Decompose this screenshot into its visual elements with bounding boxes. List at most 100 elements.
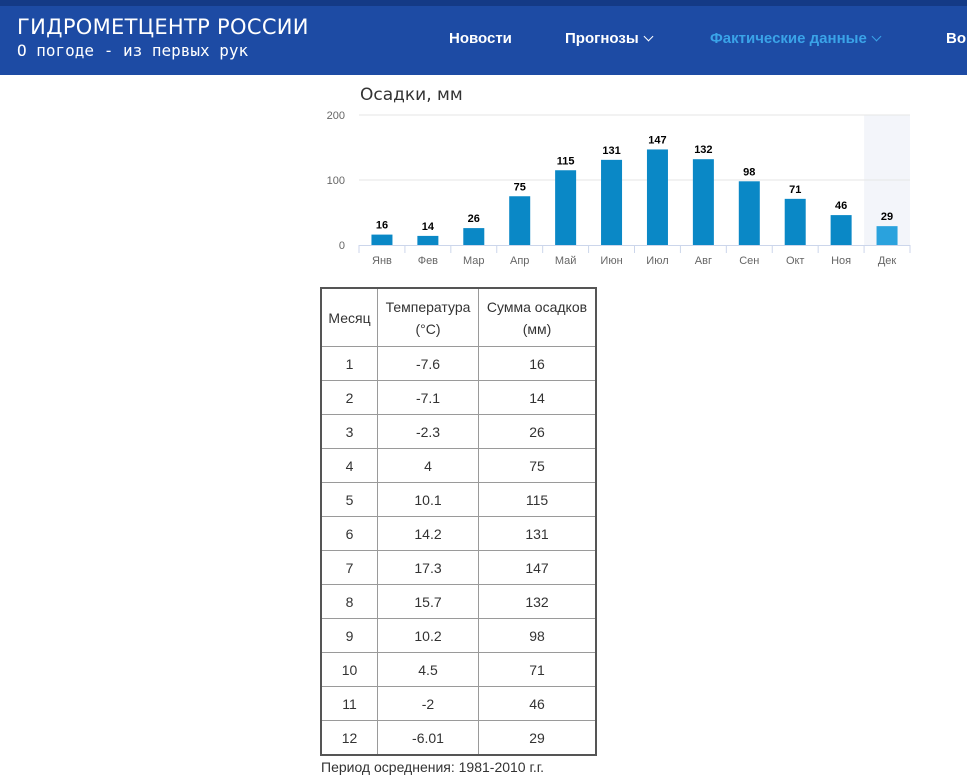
x-tick-label: Ноя (831, 255, 851, 267)
bar (646, 149, 668, 245)
temperature-cell: 17.3 (377, 550, 479, 585)
month-cell: 6 (320, 516, 378, 551)
site-header: ГИДРОМЕТЦЕНТР РОССИИ О погоде - из первы… (0, 0, 967, 75)
month-cell: 10 (320, 652, 378, 687)
climate-table: Месяц Температура (°C) Сумма осадков (мм) 1-… (320, 287, 597, 756)
nav-label: Во (946, 30, 966, 47)
precipitation-cell: 46 (478, 686, 597, 721)
precipitation-chart: 0 100 200 16 Янв 14 Фев 26 Мар 75 Апр 115 Май 131 Июн 1… (327, 110, 911, 267)
bar (784, 198, 806, 245)
month-cell: 8 (320, 584, 378, 619)
x-tick-label: Авг (695, 255, 712, 267)
nav-label: Фактические данные (710, 30, 867, 47)
header-text: Температура (385, 298, 471, 315)
x-tick-label: Июл (646, 255, 668, 267)
x-tick-label: Дек (878, 255, 897, 267)
y-tick-label: 0 (339, 240, 345, 252)
nav-label: Прогнозы (565, 30, 639, 47)
temperature-cell: 4 (377, 448, 479, 483)
temperature-cell: -2.3 (377, 414, 479, 449)
table-row: 3 -2.3 26 (320, 414, 597, 449)
data-label: 98 (743, 166, 755, 178)
header-text: Сумма осадков (486, 298, 588, 315)
table-row: 8 15.7 132 (320, 584, 597, 619)
nav-more[interactable]: Во (946, 30, 966, 47)
data-label: 132 (694, 144, 712, 156)
nav-news[interactable]: Новости (449, 30, 512, 47)
header-text: (°C) (415, 320, 441, 337)
month-cell: 11 (320, 686, 378, 721)
nav-forecasts[interactable]: Прогнозы (565, 30, 654, 47)
table-row: 10 4.5 71 (320, 652, 597, 687)
brand-title[interactable]: ГИДРОМЕТЦЕНТР РОССИИ (17, 15, 309, 39)
bar (463, 228, 485, 245)
data-label: 46 (835, 200, 847, 212)
data-label: 131 (602, 145, 620, 157)
averaging-period-note: Период осреднения: 1981-2010 г.г. (321, 759, 545, 775)
table-row: 4 4 75 (320, 448, 597, 483)
bar (371, 234, 393, 245)
table-body: 1 -7.6 16 2 -7.1 14 3 -2.3 26 4 4 75 5 10.1 115 6 14.2 13… (320, 346, 597, 756)
data-label: 115 (557, 155, 575, 167)
temperature-cell: -7.1 (377, 380, 479, 415)
precipitation-cell: 115 (478, 482, 597, 517)
month-cell: 7 (320, 550, 378, 585)
month-cell: 5 (320, 482, 378, 517)
nav-label: Новости (449, 30, 512, 47)
bar (509, 196, 531, 245)
precipitation-cell: 132 (478, 584, 597, 619)
temperature-cell: 14.2 (377, 516, 479, 551)
month-cell: 3 (320, 414, 378, 449)
temperature-cell: 10.1 (377, 482, 479, 517)
data-label: 14 (422, 221, 435, 233)
x-tick-label: Фев (418, 255, 438, 267)
bar (692, 159, 714, 245)
precipitation-cell: 98 (478, 618, 597, 653)
precipitation-cell: 147 (478, 550, 597, 585)
month-cell: 12 (320, 720, 378, 756)
temperature-cell: 4.5 (377, 652, 479, 687)
table-row: 9 10.2 98 (320, 618, 597, 653)
table-row: 2 -7.1 14 (320, 380, 597, 415)
precipitation-cell: 131 (478, 516, 597, 551)
chevron-down-icon (871, 31, 882, 42)
brand-subtitle: О погоде - из первых рук (17, 41, 249, 60)
month-cell: 4 (320, 448, 378, 483)
precipitation-cell: 26 (478, 414, 597, 449)
chart-title: Осадки, мм (360, 85, 463, 105)
precipitation-cell: 75 (478, 448, 597, 483)
precipitation-cell: 29 (478, 720, 597, 756)
bar (738, 181, 760, 245)
data-label: 16 (376, 220, 388, 232)
x-tick-label: Июн (600, 255, 622, 267)
precipitation-cell: 14 (478, 380, 597, 415)
table-row: 11 -2 46 (320, 686, 597, 721)
data-label: 147 (648, 134, 666, 146)
table-row: 12 -6.01 29 (320, 720, 597, 756)
table-row: 5 10.1 115 (320, 482, 597, 517)
bar (555, 170, 577, 245)
precipitation-cell: 71 (478, 652, 597, 687)
x-tick-label: Сен (739, 255, 759, 267)
nav-actual-data[interactable]: Фактические данные (710, 30, 882, 47)
y-tick-label: 200 (327, 110, 345, 122)
header-temperature: Температура (°C) (377, 287, 479, 347)
table-row: 6 14.2 131 (320, 516, 597, 551)
temperature-cell: 15.7 (377, 584, 479, 619)
x-tick-label: Апр (510, 255, 529, 267)
data-label: 29 (881, 211, 893, 223)
month-cell: 9 (320, 618, 378, 653)
bar (417, 235, 439, 245)
temperature-cell: -6.01 (377, 720, 479, 756)
header-month: Месяц (320, 287, 378, 347)
month-cell: 2 (320, 380, 378, 415)
x-tick-label: Окт (786, 255, 805, 267)
bar (876, 226, 898, 245)
header-precipitation: Сумма осадков (мм) (478, 287, 597, 347)
x-tick-label: Мар (463, 255, 485, 267)
x-tick-label: Май (555, 255, 577, 267)
data-label: 71 (789, 184, 801, 196)
header-top-strip (0, 0, 967, 6)
header-text: Месяц (328, 309, 371, 326)
month-cell: 1 (320, 346, 378, 381)
